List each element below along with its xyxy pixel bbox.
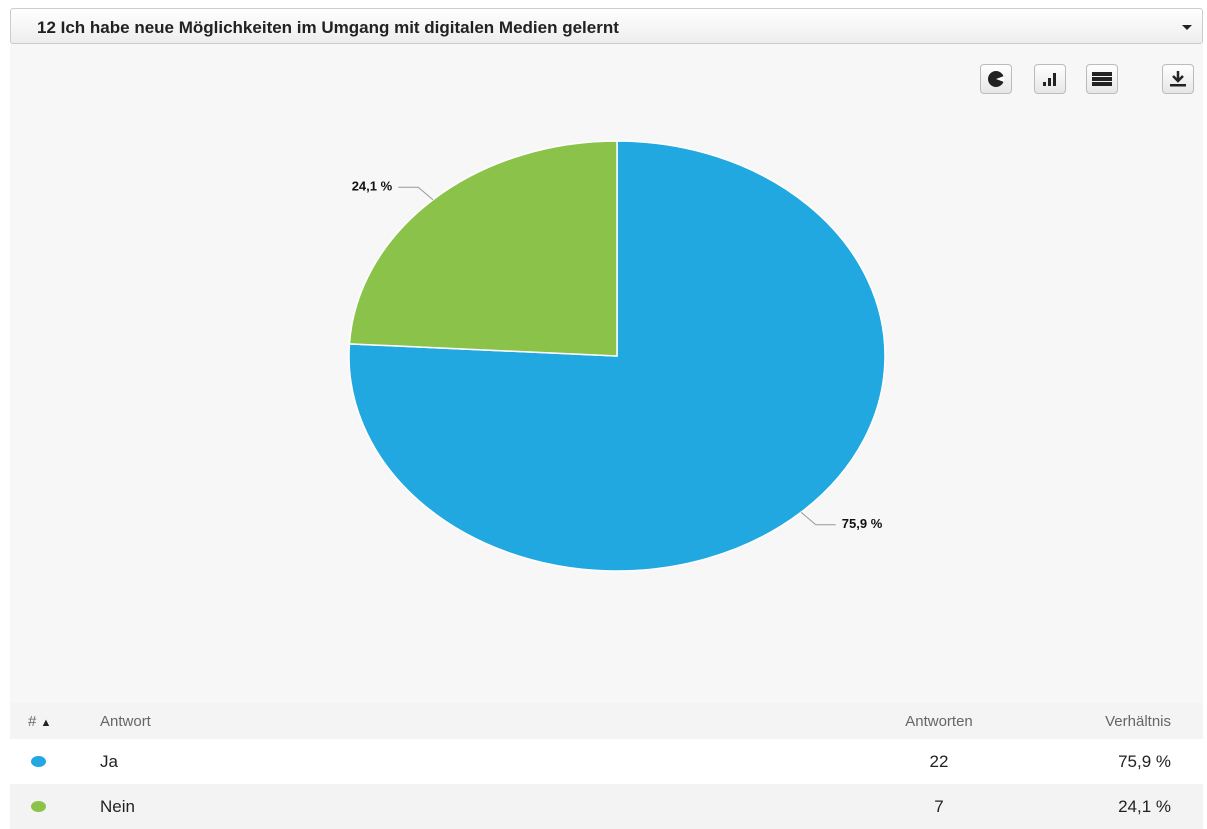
table-icon — [1092, 72, 1112, 86]
leader-line — [800, 511, 836, 526]
column-header: Antworten — [868, 703, 1010, 739]
sort-icon: ▲ — [40, 716, 52, 729]
column-header: # — [28, 712, 37, 730]
table-row: Ja 22 75,9 % — [10, 739, 1203, 784]
question-title: 12 Ich habe neue Möglichkeiten im Umgang… — [37, 18, 619, 37]
download-button[interactable] — [1162, 64, 1194, 94]
column-header: Verhältnis — [1010, 703, 1203, 739]
table-cell: 22 — [868, 739, 1010, 784]
download-icon — [1170, 71, 1186, 87]
color-cell — [10, 784, 99, 829]
dropdown-arrow — [1182, 25, 1192, 30]
color-cell — [10, 739, 99, 784]
data-label: 75,9 % — [842, 516, 883, 531]
question-header[interactable]: 12 Ich habe neue Möglichkeiten im Umgang… — [10, 8, 1203, 44]
pie-chart: 75,9 % 24,1 % — [348, 140, 886, 572]
pie-icon — [988, 71, 1004, 87]
leader-line — [398, 186, 434, 201]
bar-button[interactable] — [1034, 64, 1066, 94]
table-cell: 7 — [868, 784, 1010, 829]
pie-slice — [348, 140, 618, 357]
pie-button[interactable] — [980, 64, 1012, 94]
table-row: Nein 7 24,1 % — [10, 784, 1203, 829]
table-cell: Ja — [99, 739, 868, 784]
col-hash[interactable]: # ▲ — [10, 703, 99, 739]
table-cell: 75,9 % — [1010, 739, 1203, 784]
column-header: Antwort — [99, 703, 868, 739]
table-cell: 24,1 % — [1010, 784, 1203, 829]
legend-dot — [31, 755, 46, 767]
legend-dot — [31, 800, 46, 812]
result-table: # ▲ Antwort Antworten Verhältnis Ja 22 75,… — [10, 703, 1203, 829]
bar-icon — [1043, 73, 1056, 86]
table-button[interactable] — [1086, 64, 1118, 94]
data-label: 24,1 % — [352, 179, 393, 194]
table-cell: Nein — [99, 784, 868, 829]
